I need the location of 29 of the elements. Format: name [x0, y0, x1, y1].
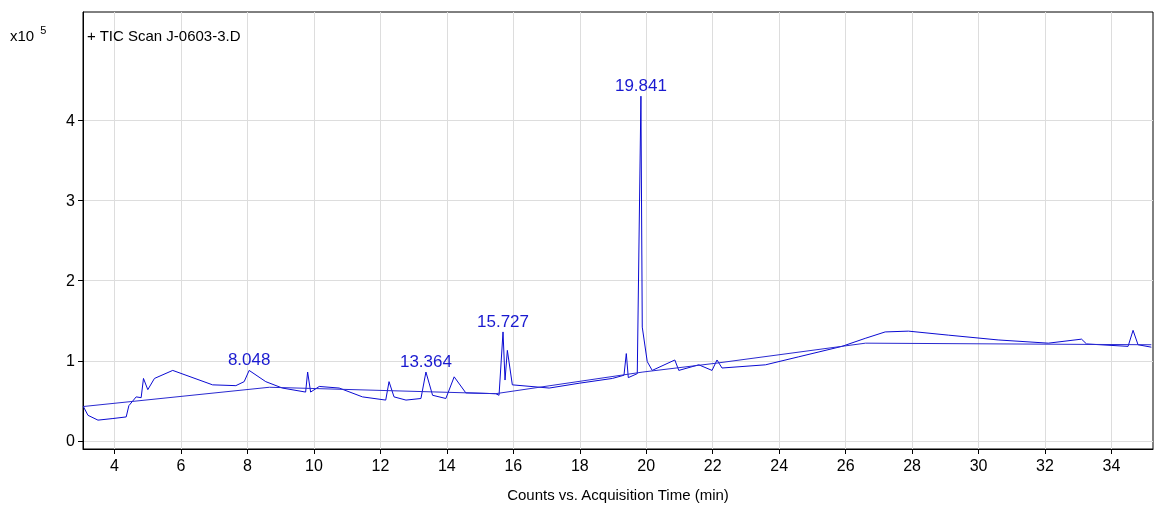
- x-tick-label: 24: [770, 456, 789, 474]
- x-tick-label: 34: [1102, 456, 1121, 474]
- x-axis-title: Counts vs. Acquisition Time (min): [507, 486, 729, 503]
- y-tick-label: 2: [66, 272, 76, 290]
- x-tick-label: 18: [570, 456, 589, 474]
- x-tick-label: 14: [437, 456, 456, 474]
- x-tick-label: 22: [703, 456, 722, 474]
- x-tick-label: 8: [243, 456, 253, 474]
- x-tick-label: 10: [305, 456, 323, 474]
- annotation: 15.727: [477, 311, 530, 331]
- x-tick-label: 6: [176, 456, 186, 474]
- x-tick-label: 4: [110, 456, 120, 474]
- annotation: 19.841: [614, 76, 667, 96]
- line-series: [82, 342, 1152, 407]
- annotation: 8.048: [227, 350, 271, 370]
- annotation: 13.364: [399, 352, 452, 372]
- x-tick-label: 30: [969, 456, 988, 474]
- line-series: [82, 95, 1152, 421]
- text: + TIC Scan J-0603-3.D: [87, 27, 241, 44]
- x-tick-label: 12: [371, 456, 390, 474]
- y-tick-label: 1: [66, 352, 76, 370]
- y-tick-label: 4: [66, 111, 76, 129]
- x-tick-label: 20: [637, 456, 656, 474]
- x-tick-label: 32: [1036, 456, 1054, 474]
- x-tick-label: 16: [504, 456, 523, 474]
- x-tick-label: 26: [836, 456, 855, 474]
- y-tick-label: 3: [66, 191, 76, 209]
- y-tick-label: 0: [66, 432, 76, 450]
- x-tick-label: 28: [903, 456, 922, 474]
